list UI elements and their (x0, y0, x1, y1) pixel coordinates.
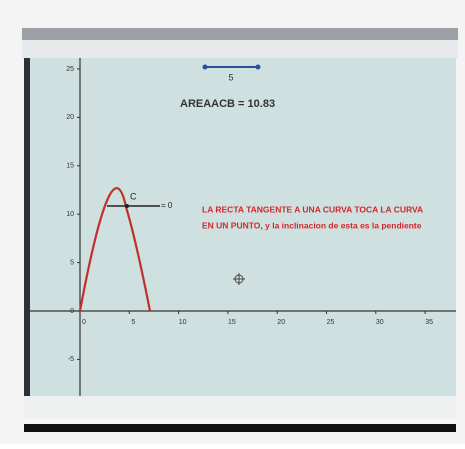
input-bar (24, 396, 456, 418)
x-tick-label: 5 (131, 319, 135, 326)
x-tick-label: 0 (82, 319, 86, 326)
x-tick-label: 35 (425, 319, 433, 326)
slider-label: 5 (228, 72, 233, 82)
slider-end[interactable] (203, 65, 208, 70)
y-tick-label: 0 (70, 308, 74, 315)
screenshot: 0 5 10 15 20 25 30 35 25 20 15 10 5 0 -5 5 AREAACB = 1… (0, 0, 465, 444)
y-tick-label: 15 (66, 163, 74, 170)
x-tick-label: 30 (376, 319, 384, 326)
x-tick-label: 25 (327, 319, 335, 326)
point-c (125, 204, 129, 208)
y-tick-label: -5 (68, 356, 74, 363)
x-tick-label: 15 (228, 319, 236, 326)
left-edge (24, 58, 30, 396)
title-bar (22, 28, 458, 40)
toolbar (22, 40, 458, 58)
bottom-bar (24, 424, 456, 432)
x-tick-label: 20 (277, 319, 285, 326)
point-label: C (130, 191, 137, 201)
y-tick-label: 25 (66, 66, 74, 73)
tangent-label: = 0 (161, 201, 173, 210)
x-tick-label: 10 (179, 319, 187, 326)
area-text: AREAACB = 10.83 (180, 98, 275, 110)
annotation-line: LA RECTA TANGENTE A UNA CURVA TOCA LA CU… (202, 204, 423, 214)
annotation-line: EN UN PUNTO, y la inclinacion de esta es… (202, 220, 422, 230)
slider-knob[interactable] (256, 65, 261, 70)
y-tick-label: 5 (70, 259, 74, 266)
y-tick-label: 10 (66, 211, 74, 218)
y-tick-label: 20 (66, 114, 74, 121)
